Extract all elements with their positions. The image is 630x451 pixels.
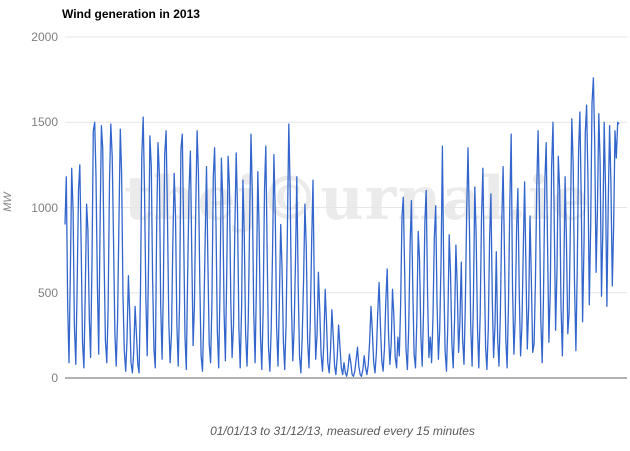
y-tick-label: 2000 [31, 30, 58, 44]
caption: 01/01/13 to 31/12/13, measured every 15 … [210, 424, 475, 438]
y-axis-title: MW [2, 192, 14, 212]
wind-series-line [64, 77, 620, 377]
y-tick-label: 1000 [31, 200, 58, 215]
y-tick-label: 0 [51, 371, 58, 385]
y-tick-label: 1500 [31, 115, 58, 130]
y-tick-label: 500 [37, 285, 58, 300]
chart-title: Wind generation in 2013 [62, 7, 200, 21]
